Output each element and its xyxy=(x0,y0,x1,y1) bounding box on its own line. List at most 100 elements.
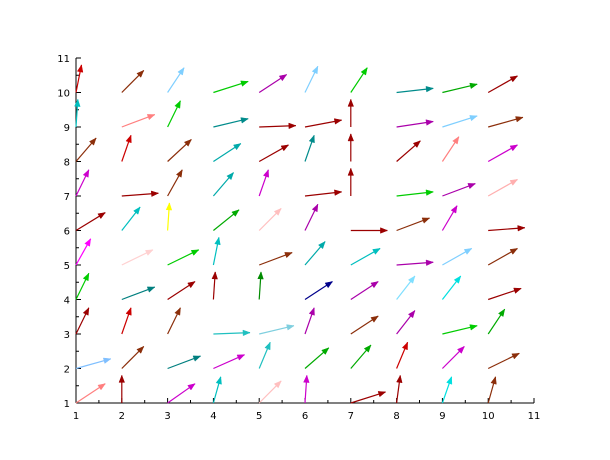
arrow xyxy=(350,227,389,234)
arrow xyxy=(350,344,372,369)
arrow xyxy=(167,67,185,93)
arrow-head xyxy=(324,281,334,289)
arrow xyxy=(441,345,465,369)
arrow-head xyxy=(412,140,421,148)
arrow-head xyxy=(284,252,293,259)
arrow xyxy=(121,307,132,335)
arrow-head xyxy=(175,169,183,178)
arrow xyxy=(167,169,183,197)
arrow xyxy=(75,307,90,335)
arrow-head xyxy=(347,167,354,176)
arrow-head xyxy=(467,183,477,190)
arrow xyxy=(121,69,145,93)
arrow xyxy=(396,119,434,128)
arrow-head xyxy=(97,212,106,220)
arrow-head xyxy=(380,227,389,234)
arrow-head xyxy=(372,248,381,255)
arrow xyxy=(304,118,343,128)
arrow-head xyxy=(407,275,416,284)
arrow-head xyxy=(257,271,264,280)
arrow-head xyxy=(84,238,91,247)
arrow-head xyxy=(146,286,156,293)
x-tick-label: 6 xyxy=(302,411,308,422)
arrow-head xyxy=(515,116,524,123)
arrow xyxy=(350,247,381,266)
arrow-head xyxy=(333,118,343,125)
arrow-head xyxy=(76,64,84,73)
arrow xyxy=(74,98,81,128)
x-tick-label: 7 xyxy=(348,411,354,422)
y-tick-label: 8 xyxy=(64,158,70,169)
arrow-head xyxy=(318,241,326,250)
arrow xyxy=(75,272,90,300)
arrow-head xyxy=(215,376,222,385)
arrow-head xyxy=(233,143,242,151)
arrow xyxy=(75,212,106,232)
arrow xyxy=(442,115,478,128)
arrow xyxy=(304,189,343,197)
arrow xyxy=(304,203,319,231)
arrow-head xyxy=(165,202,173,211)
arrow-head xyxy=(425,189,434,196)
arrow-head xyxy=(192,355,202,362)
arrow-head xyxy=(89,137,97,146)
arrow-head xyxy=(321,347,330,355)
arrow-head xyxy=(311,203,319,213)
arrow xyxy=(167,307,181,335)
arrow-head xyxy=(370,281,379,289)
arrow xyxy=(121,206,141,231)
arrow xyxy=(121,286,156,301)
x-tick-label: 4 xyxy=(210,411,216,422)
arrow-head xyxy=(509,179,519,186)
arrow xyxy=(258,207,282,231)
arrow xyxy=(75,64,84,93)
arrow-head xyxy=(450,205,458,214)
arrow xyxy=(350,315,379,335)
arrow-head xyxy=(242,329,251,337)
y-tick-label: 2 xyxy=(64,365,70,376)
arrow xyxy=(258,74,288,94)
arrow-head xyxy=(469,115,478,122)
arrow xyxy=(167,355,202,370)
arrow-head xyxy=(214,236,221,246)
arrow xyxy=(75,238,92,266)
arrow xyxy=(304,241,326,266)
arrow xyxy=(167,100,181,128)
arrow-head xyxy=(262,169,269,178)
arrow xyxy=(488,287,522,301)
arrow-head xyxy=(513,287,522,294)
arrow-head xyxy=(457,345,465,354)
arrow xyxy=(396,189,434,197)
arrow-head xyxy=(453,275,462,284)
arrow xyxy=(118,374,125,403)
arrow-head xyxy=(425,259,434,266)
arrow-field xyxy=(74,64,526,404)
x-tick-label: 3 xyxy=(164,411,170,422)
arrow-head xyxy=(469,324,478,331)
arrow xyxy=(75,383,106,404)
arrow xyxy=(441,136,460,162)
arrow xyxy=(304,134,315,162)
arrow xyxy=(304,347,330,369)
arrow xyxy=(487,144,519,163)
arrow xyxy=(258,169,269,197)
arrow xyxy=(441,205,458,231)
arrow xyxy=(396,341,409,369)
arrow-head xyxy=(303,374,310,383)
arrow-head xyxy=(288,122,297,130)
arrow-head xyxy=(463,248,473,255)
arrow xyxy=(212,376,222,404)
arrow-head xyxy=(311,65,319,75)
arrow xyxy=(441,275,462,300)
arrow xyxy=(165,202,173,231)
arrow-head xyxy=(145,249,154,256)
arrow-head xyxy=(425,119,434,126)
arrow-head xyxy=(125,307,132,316)
arrow-head xyxy=(401,341,408,351)
y-tick-label: 3 xyxy=(64,330,70,341)
y-tick-label: 10 xyxy=(57,89,70,100)
arrow-head xyxy=(82,307,90,316)
arrow-head xyxy=(334,189,343,196)
arrow xyxy=(258,341,271,369)
